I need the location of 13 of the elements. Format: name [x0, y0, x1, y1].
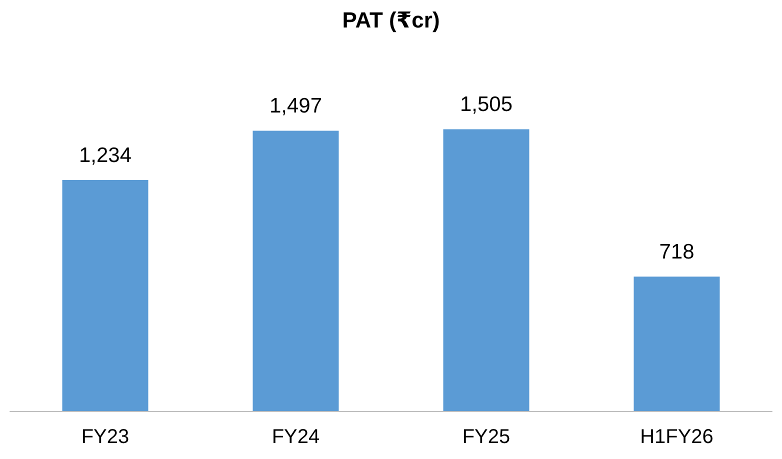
data-label: 1,505 [460, 93, 513, 116]
bar [634, 276, 720, 411]
bar [252, 130, 339, 411]
chart-title: PAT (₹cr) [342, 8, 440, 32]
bar [62, 180, 148, 411]
bar [443, 129, 530, 411]
x-tick-label: FY23 [81, 426, 130, 448]
x-tick-label: FY25 [462, 426, 510, 448]
data-label: 1,234 [78, 144, 132, 167]
x-tick-label: FY24 [272, 426, 320, 448]
x-tick-label: H1FY26 [640, 426, 714, 448]
data-label: 718 [659, 240, 694, 264]
data-label: 1,497 [269, 94, 322, 118]
